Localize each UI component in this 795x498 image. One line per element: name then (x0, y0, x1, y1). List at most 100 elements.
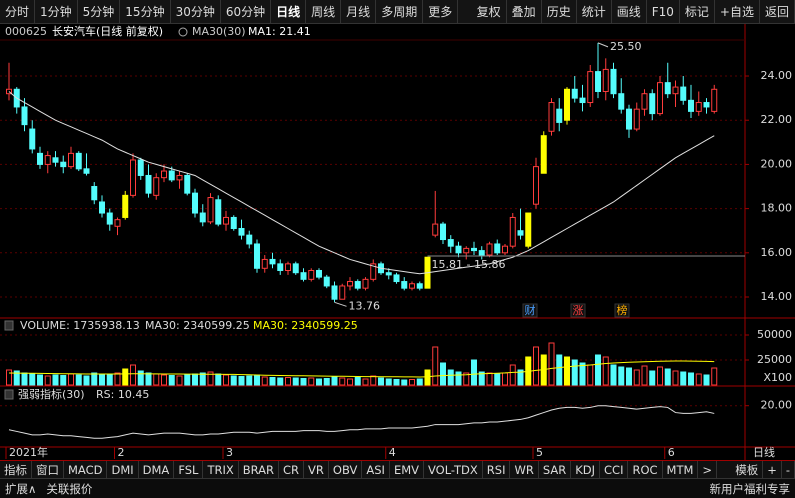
candle-body (331, 285, 338, 300)
candle-body (486, 243, 493, 256)
tool-button[interactable]: +自选 (715, 0, 760, 23)
tool-button[interactable]: 叠加 (507, 0, 542, 23)
candle-body (602, 68, 609, 92)
tool-button[interactable]: 统计 (577, 0, 612, 23)
volume-bar (153, 373, 160, 386)
period-button[interactable]: 多周期 (376, 0, 424, 23)
tool-button[interactable]: 历史 (542, 0, 577, 23)
indicator-tab[interactable]: SAR (539, 461, 572, 478)
volume-bar (269, 377, 276, 386)
indicator-tab[interactable]: BRAR (239, 461, 280, 478)
tool-button[interactable]: 返回 (760, 0, 795, 23)
indicator-tab[interactable]: DMI (107, 461, 139, 478)
candle-body (618, 93, 625, 110)
tab-more[interactable]: > (698, 461, 718, 478)
status-promo[interactable]: 新用户福利专享 (709, 481, 791, 496)
indicator-tab[interactable]: KDJ (571, 461, 601, 478)
indicator-tab[interactable]: VR (304, 461, 329, 478)
stock-name: 长安汽车(日线 前复权) (52, 24, 163, 38)
candle-body (432, 223, 439, 236)
period-button[interactable]: 分时 (0, 0, 36, 23)
indicator-tab[interactable]: OBV (329, 461, 363, 478)
tool-button[interactable]: 复权 (472, 0, 507, 23)
volume-bar (122, 368, 129, 386)
price-tick-label: 18.00 (761, 202, 793, 215)
period-button[interactable]: 5分钟 (78, 0, 121, 23)
candle-body (137, 159, 144, 176)
period-button[interactable]: 1分钟 (35, 0, 78, 23)
indicator-tab[interactable]: MTM (663, 461, 699, 478)
indicator-tab[interactable]: TRIX (203, 461, 239, 478)
tool-button[interactable]: 画线 (612, 0, 647, 23)
candle-body (548, 102, 555, 132)
indicator-tab[interactable]: RSI (483, 461, 511, 478)
price-tick-label: 20.00 (761, 157, 793, 170)
volume-bar (60, 375, 67, 386)
candle-body (354, 281, 361, 289)
volume-bar (494, 373, 501, 386)
panel-handle (4, 389, 14, 400)
period-button[interactable]: 60分钟 (221, 0, 272, 23)
tab-tool[interactable]: - (782, 461, 795, 478)
volume-tick-label: 50000 (757, 328, 792, 341)
volume-bar (533, 346, 539, 386)
indicator-tab[interactable]: 窗口 (32, 461, 64, 478)
candle-body (649, 93, 656, 115)
volume-bar (114, 372, 121, 386)
candle-body (308, 269, 315, 280)
candle-body (502, 245, 508, 254)
rs-label: 强弱指标(30) (18, 387, 85, 401)
volume-bar (254, 374, 260, 386)
stock-code: 000625 (5, 25, 47, 38)
period-button[interactable]: 月线 (341, 0, 377, 23)
candle-body (122, 194, 129, 218)
indicator-tab[interactable]: ASI (362, 461, 390, 478)
rs-value-label: RS: 10.45 (96, 388, 149, 401)
period-button[interactable]: 周线 (306, 0, 342, 23)
indicator-tab[interactable]: CCI (600, 461, 629, 478)
status-item[interactable]: 扩展∧ (5, 481, 37, 496)
volume-bar (447, 369, 454, 386)
indicator-tab[interactable]: WR (510, 461, 539, 478)
indicator-tab[interactable]: DMA (139, 461, 175, 478)
candle-body (44, 155, 51, 165)
volume-bar (641, 365, 648, 386)
date-label: 6 (668, 446, 675, 459)
period-button[interactable]: 30分钟 (171, 0, 221, 23)
volume-ma-label: MA30: 2340599.25 (145, 319, 250, 332)
volume-bar (401, 379, 408, 386)
indicator-tab[interactable]: 指标 (0, 461, 32, 478)
tool-button[interactable]: F10 (647, 0, 680, 23)
volume-unit: X100 (763, 371, 792, 384)
low-pointer (334, 301, 347, 307)
volume-bar (393, 379, 400, 386)
volume-bar (556, 354, 563, 386)
status-item[interactable]: 关联报价 (46, 481, 93, 496)
period-button[interactable]: 更多 (423, 0, 459, 23)
candle-body (323, 276, 330, 287)
period-button[interactable]: 日线 (271, 0, 307, 23)
volume-bar (13, 370, 20, 386)
indicator-tab[interactable]: MACD (64, 461, 108, 478)
indicator-tab[interactable]: VOL-TDX (424, 461, 483, 478)
indicator-tab[interactable]: ROC (628, 461, 663, 478)
tool-button[interactable]: 标记 (680, 0, 715, 23)
high-pointer (597, 42, 609, 48)
volume-bar (354, 377, 361, 386)
tab-tool[interactable]: + (763, 461, 782, 478)
volume-bar (347, 378, 353, 386)
tab-tool[interactable]: 模板 (731, 461, 764, 478)
candle-body (106, 212, 113, 225)
volume-bar (176, 375, 183, 386)
indicator-tab[interactable]: CR (279, 461, 305, 478)
indicator-tab[interactable]: FSL (174, 461, 204, 478)
volume-bar (703, 374, 710, 386)
volume-bar (649, 370, 656, 386)
volume-ma-line (8, 360, 715, 378)
date-label: 3 (226, 446, 233, 459)
period-button[interactable]: 15分钟 (120, 0, 171, 23)
volume-bar (409, 379, 415, 386)
volume-bar (277, 377, 284, 386)
indicator-tab[interactable]: EMV (390, 461, 424, 478)
event-marker: 涨 (573, 304, 584, 317)
